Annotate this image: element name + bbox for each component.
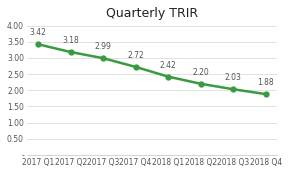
Text: 2.99: 2.99 [95,42,112,51]
Text: 3.18: 3.18 [62,36,79,45]
Text: 2.72: 2.72 [127,51,144,60]
Title: Quarterly TRIR: Quarterly TRIR [106,7,198,20]
Text: 3.42: 3.42 [30,28,46,37]
Text: 2.20: 2.20 [192,68,209,77]
Text: 2.42: 2.42 [160,61,177,70]
Text: 2.03: 2.03 [225,73,242,82]
Text: 1.88: 1.88 [258,78,274,87]
